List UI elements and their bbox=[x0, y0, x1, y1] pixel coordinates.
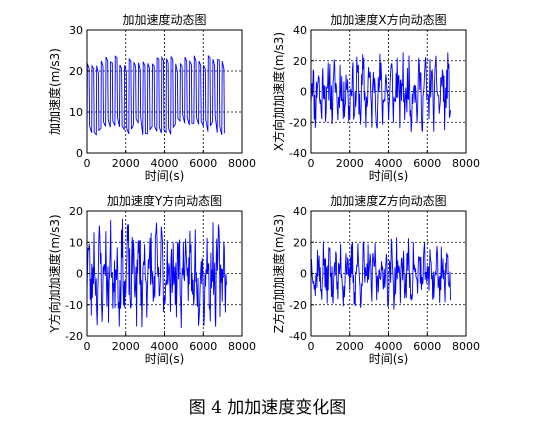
x-tick-label: 8000 bbox=[452, 340, 480, 353]
y-tick-label: 10 bbox=[69, 236, 83, 249]
x-tick-label: 0 bbox=[84, 157, 91, 170]
y-axis-label: Y方向加加速度(m/s3) bbox=[47, 214, 62, 333]
y-tick-label: 10 bbox=[69, 106, 83, 119]
x-tick-label: 6000 bbox=[413, 157, 441, 170]
x-tick-label: 6000 bbox=[413, 340, 441, 353]
series-line bbox=[310, 237, 451, 310]
subplot-2: 0 2000 4000 6000 8000 -40 -20 0 20 40 加加速度X方向动态图时间… bbox=[271, 12, 480, 183]
y-tick-label: -20 bbox=[65, 330, 83, 343]
x-tick-label: 6000 bbox=[189, 157, 217, 170]
series-line bbox=[86, 218, 227, 329]
x-tick-label: 6000 bbox=[189, 340, 217, 353]
subplot-title: 加加速度动态图 bbox=[122, 12, 206, 27]
y-tick-label: -20 bbox=[289, 116, 307, 129]
x-tick-label: 2000 bbox=[336, 340, 364, 353]
y-tick-label: -40 bbox=[289, 147, 307, 160]
y-tick-label: 0 bbox=[300, 268, 307, 281]
x-tick-label: 0 bbox=[308, 340, 315, 353]
y-tick-label: 0 bbox=[76, 147, 83, 160]
x-tick-label: 0 bbox=[308, 157, 315, 170]
x-tick-label: 4000 bbox=[151, 157, 179, 170]
x-axis-label: 时间(s) bbox=[145, 169, 185, 183]
y-tick-label: -40 bbox=[289, 330, 307, 343]
x-tick-label: 8000 bbox=[452, 157, 480, 170]
subplot-4: 0 2000 4000 6000 8000 -40 -20 0 20 40 加加速度Z方向动态图时间… bbox=[271, 193, 480, 366]
x-tick-label: 2000 bbox=[112, 340, 140, 353]
y-tick-label: 30 bbox=[69, 24, 83, 37]
subplot-3: 0 2000 4000 6000 8000 -20 -10 0 10 20 加加速度Y方向动态图时间… bbox=[47, 193, 256, 366]
x-axis-label: 时间(s) bbox=[369, 352, 409, 366]
y-tick-label: 20 bbox=[69, 205, 83, 218]
x-tick-label: 0 bbox=[84, 340, 91, 353]
x-tick-label: 2000 bbox=[112, 157, 140, 170]
y-tick-label: -20 bbox=[289, 299, 307, 312]
subplot-title: 加加速度Y方向动态图 bbox=[107, 193, 222, 208]
y-tick-label: 20 bbox=[293, 236, 307, 249]
x-axis-label: 时间(s) bbox=[145, 352, 185, 366]
y-tick-label: 0 bbox=[300, 86, 307, 99]
x-tick-label: 8000 bbox=[228, 340, 256, 353]
y-tick-label: 20 bbox=[293, 55, 307, 68]
x-tick-label: 8000 bbox=[228, 157, 256, 170]
x-tick-label: 4000 bbox=[375, 157, 403, 170]
y-axis-label: 加加速度(m/s3) bbox=[47, 48, 62, 135]
y-tick-label: -10 bbox=[65, 299, 83, 312]
y-tick-label: 20 bbox=[69, 65, 83, 78]
y-tick-label: 40 bbox=[293, 205, 307, 218]
figure-caption: 图 4 加加速度变化图 bbox=[188, 398, 347, 418]
series-line bbox=[310, 52, 451, 133]
subplot-title: 加加速度Z方向动态图 bbox=[330, 193, 446, 208]
y-tick-label: 40 bbox=[293, 24, 307, 37]
y-tick-label: 0 bbox=[76, 268, 83, 281]
x-tick-label: 2000 bbox=[336, 157, 364, 170]
x-tick-label: 4000 bbox=[151, 340, 179, 353]
x-tick-label: 4000 bbox=[375, 340, 403, 353]
x-axis-label: 时间(s) bbox=[369, 169, 409, 183]
subplot-title: 加加速度X方向动态图 bbox=[330, 12, 446, 27]
y-axis-label: Z方向加加速度(m/s3) bbox=[271, 214, 286, 333]
series-line bbox=[86, 54, 225, 136]
y-axis-label: X方向加加速度(m/s3) bbox=[271, 32, 286, 151]
